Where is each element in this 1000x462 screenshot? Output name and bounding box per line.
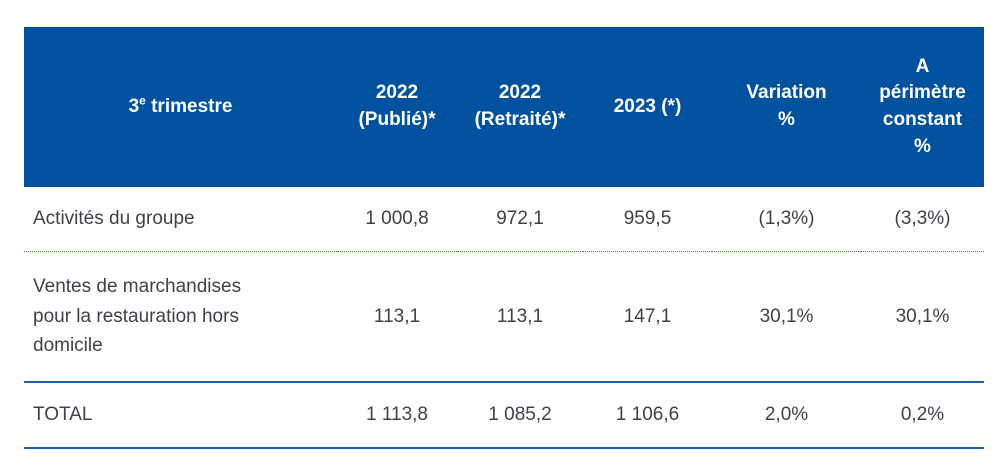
header-period-superscript: e	[139, 93, 146, 108]
results-table: 3e trimestre 2022 (Publié)* 2022 (Retrai…	[24, 27, 984, 449]
cell-total-perimetre: 0,2%	[861, 382, 984, 449]
row-label: Activités du groupe	[33, 208, 195, 230]
header-row: 3e trimestre 2022 (Publié)* 2022 (Retrai…	[24, 27, 984, 187]
row-label-cell: Ventes de marchandises pour la restaurat…	[24, 251, 337, 383]
cell-ventes-2022-retraite: 113,1	[457, 251, 583, 383]
header-period-prefix: 3	[128, 95, 140, 117]
row-label: Ventes de marchandises pour la restaurat…	[33, 276, 242, 356]
header-period: 3e trimestre	[24, 27, 337, 187]
total-label: TOTAL	[24, 382, 337, 449]
quarterly-results-table: 3e trimestre 2022 (Publié)* 2022 (Retrai…	[24, 27, 984, 449]
cell-activites-2022-publie: 1 000,8	[337, 187, 457, 252]
cell-ventes-variation: 30,1%	[712, 251, 861, 383]
cell-ventes-perimetre: 30,1%	[861, 251, 984, 383]
cell-ventes-2022-publie: 113,1	[337, 251, 457, 383]
header-perimetre-constant-pct: A périmètre constant %	[861, 27, 984, 187]
cell-total-2022-publie: 1 113,8	[337, 382, 457, 449]
cell-ventes-2023: 147,1	[583, 251, 712, 383]
header-2022-retraite: 2022 (Retraité)*	[457, 27, 583, 187]
total-row: TOTAL 1 113,8 1 085,2 1 106,6 2,0% 0,2%	[24, 382, 984, 449]
cell-activites-2023: 959,5	[583, 187, 712, 252]
header-2023: 2023 (*)	[583, 27, 712, 187]
cell-total-2023: 1 106,6	[583, 382, 712, 449]
cell-activites-variation: (1,3%)	[712, 187, 861, 252]
table-row-ventes: Ventes de marchandises pour la restaurat…	[24, 251, 984, 383]
cell-total-variation: 2,0%	[712, 382, 861, 449]
row-label-cell: Activités du groupe	[24, 187, 337, 252]
header-2022-publie: 2022 (Publié)*	[337, 27, 457, 187]
header-variation-pct: Variation %	[712, 27, 861, 187]
table-row-activites: Activités du groupe 1 000,8 972,1 959,5 …	[24, 187, 984, 252]
cell-total-2022-retraite: 1 085,2	[457, 382, 583, 449]
header-period-suffix: trimestre	[145, 95, 233, 117]
cell-activites-2022-retraite: 972,1	[457, 187, 583, 252]
cell-activites-perimetre: (3,3%)	[861, 187, 984, 252]
